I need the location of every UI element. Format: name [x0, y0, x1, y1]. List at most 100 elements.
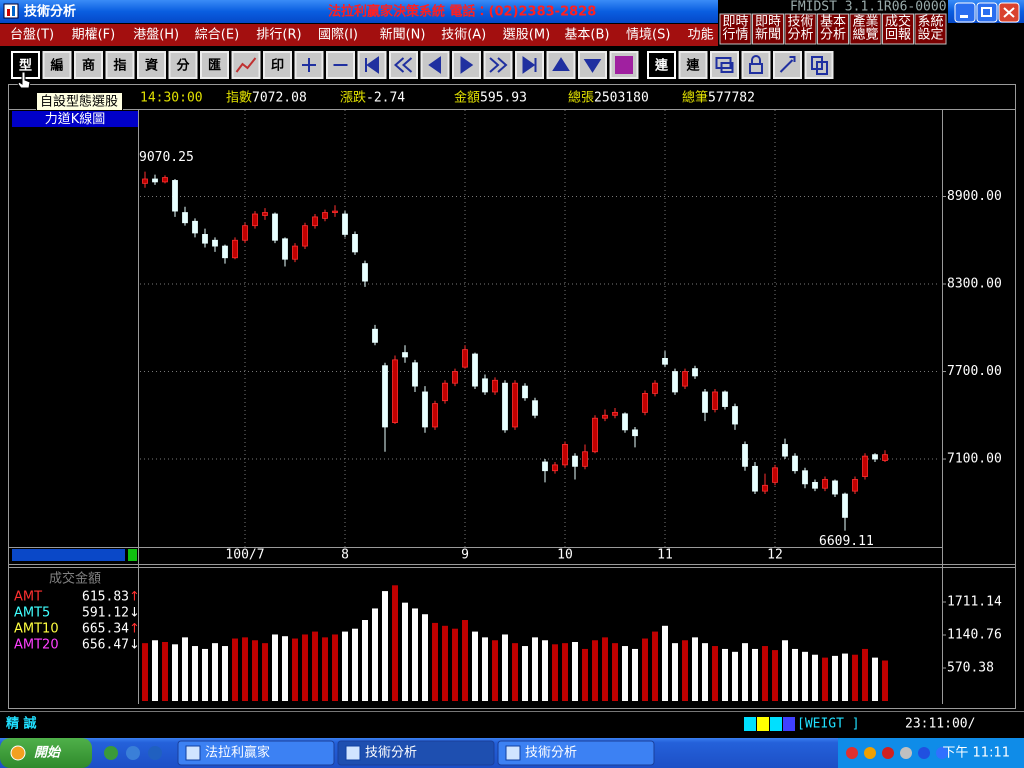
price-chart: 7100.00 7700.00 8300.00 8900.00 100/7 8 9 10 11 1… — [139, 110, 1002, 563]
y-tick-label: 7700.00 — [947, 364, 1002, 379]
volume-bar — [482, 637, 488, 701]
candle-body — [232, 239, 238, 259]
tool-icon — [715, 57, 734, 73]
quote-value: -2.74 — [366, 91, 405, 106]
quick-button[interactable] — [914, 13, 947, 45]
tool-button[interactable] — [647, 51, 676, 79]
menu-item[interactable]: 選股(M) — [503, 27, 550, 43]
candle-body — [522, 385, 528, 399]
menu-item[interactable]: 排行(R) — [256, 28, 301, 43]
quick-button[interactable] — [784, 13, 817, 45]
volume-bar — [552, 644, 558, 701]
y-tick-label: 8300.00 — [947, 277, 1002, 292]
y-tick-label: 1711.14 — [947, 595, 1002, 610]
volume-bar — [282, 636, 288, 701]
tool-icon — [779, 56, 796, 73]
quick-button-label: 產業 — [852, 14, 878, 30]
quick-button-label: 設定 — [917, 27, 943, 43]
task-button[interactable] — [337, 740, 495, 766]
tool-button[interactable] — [710, 51, 739, 79]
quick-button[interactable] — [882, 13, 914, 45]
volume-bar — [232, 638, 238, 701]
menu-item[interactable]: 期權(F) — [72, 28, 116, 43]
menu-item[interactable]: 港盤(H) — [133, 28, 179, 43]
quick-button[interactable] — [719, 13, 752, 45]
tool-icon — [428, 56, 441, 74]
x-tick-label: 10 — [557, 548, 573, 563]
candle-body — [802, 470, 808, 485]
candle-body — [792, 455, 798, 472]
start-button[interactable] — [0, 738, 92, 768]
volume-bar — [452, 628, 458, 701]
volume-title: 成交金額 — [49, 571, 101, 587]
quick-launch-icon[interactable] — [148, 746, 162, 760]
quote-time: 14:30:00 — [140, 91, 203, 106]
menu-bar — [0, 24, 718, 46]
tool-button[interactable] — [357, 51, 387, 79]
tool-button[interactable] — [263, 51, 292, 79]
quick-button-label: 總覽 — [852, 27, 878, 43]
minimize-button[interactable] — [954, 2, 976, 23]
tool-button[interactable] — [168, 51, 198, 79]
volume-bar — [222, 646, 228, 701]
volume-bar — [392, 585, 398, 701]
toolbar-buttons: 型 編 商 指 資 分 匯 印 連連 — [11, 51, 834, 79]
tool-icon — [552, 57, 570, 71]
version: FMIDST 3.1.1R06-0000 — [790, 0, 947, 15]
tool-button[interactable] — [420, 51, 450, 79]
quote-label: 指數 — [226, 91, 252, 106]
menu-item[interactable]: 情境(S) — [626, 28, 670, 43]
menu-item[interactable]: 技術(A) — [441, 28, 486, 43]
candle-body — [412, 362, 418, 387]
volume-bar — [712, 646, 718, 701]
volume-bar — [372, 608, 378, 701]
menu-item[interactable]: 綜合(E) — [195, 28, 239, 43]
restore-button[interactable] — [976, 2, 998, 23]
volume-bar — [572, 641, 578, 701]
task-button[interactable] — [177, 740, 335, 766]
menu-item[interactable]: 國際(I) — [318, 28, 358, 43]
volume-bar — [802, 651, 808, 701]
volume-bar — [792, 648, 798, 701]
candle-body — [462, 349, 468, 368]
quick-launch-icon[interactable] — [126, 746, 140, 760]
candle-body — [202, 234, 208, 244]
task-label: 技術分析 — [525, 746, 577, 761]
volume-bar — [472, 631, 478, 701]
candle-body — [362, 263, 368, 282]
candle-body — [592, 417, 598, 453]
quick-button[interactable] — [752, 13, 784, 45]
quick-button-label: 回報 — [885, 28, 911, 43]
tool-button[interactable] — [74, 51, 103, 79]
tool-button[interactable] — [678, 51, 708, 79]
tool-button[interactable] — [105, 51, 135, 79]
status-code: [WEIGT ] — [797, 717, 860, 732]
candle-body — [852, 479, 858, 492]
quick-launch-icon[interactable] — [104, 746, 118, 760]
quote-label: 漲跌 — [340, 90, 366, 106]
quote-line: 14:30:00 指數 7072.08 漲跌 -2.74 金額 595.93 總張 250318… — [140, 90, 755, 106]
candle-body — [882, 454, 888, 461]
low-label: 6609.11 — [819, 534, 874, 549]
volume-bar — [142, 643, 148, 701]
tool-button[interactable] — [231, 51, 261, 79]
menu-item[interactable]: 新聞(N) — [380, 27, 426, 43]
tool-button[interactable] — [137, 51, 166, 79]
menu-item[interactable]: 基本(B) — [564, 28, 609, 43]
menu-item[interactable]: 台盤(T) — [10, 28, 54, 43]
tray-icon — [864, 747, 876, 759]
menu-item[interactable]: 功能 — [688, 28, 714, 43]
volume-bar — [872, 657, 878, 701]
candle-body — [742, 444, 748, 467]
volume-bar — [542, 640, 548, 701]
quick-button[interactable] — [817, 13, 849, 45]
volume-bar — [302, 634, 308, 701]
task-button[interactable] — [497, 740, 655, 766]
status-left: 精 誠 — [6, 716, 37, 732]
volume-bar — [832, 655, 838, 701]
quick-button[interactable] — [849, 13, 882, 45]
legend-value: 615.83 — [82, 590, 129, 605]
tool-button[interactable] — [42, 51, 72, 79]
tool-button[interactable] — [200, 51, 229, 79]
candle-body — [372, 328, 378, 343]
